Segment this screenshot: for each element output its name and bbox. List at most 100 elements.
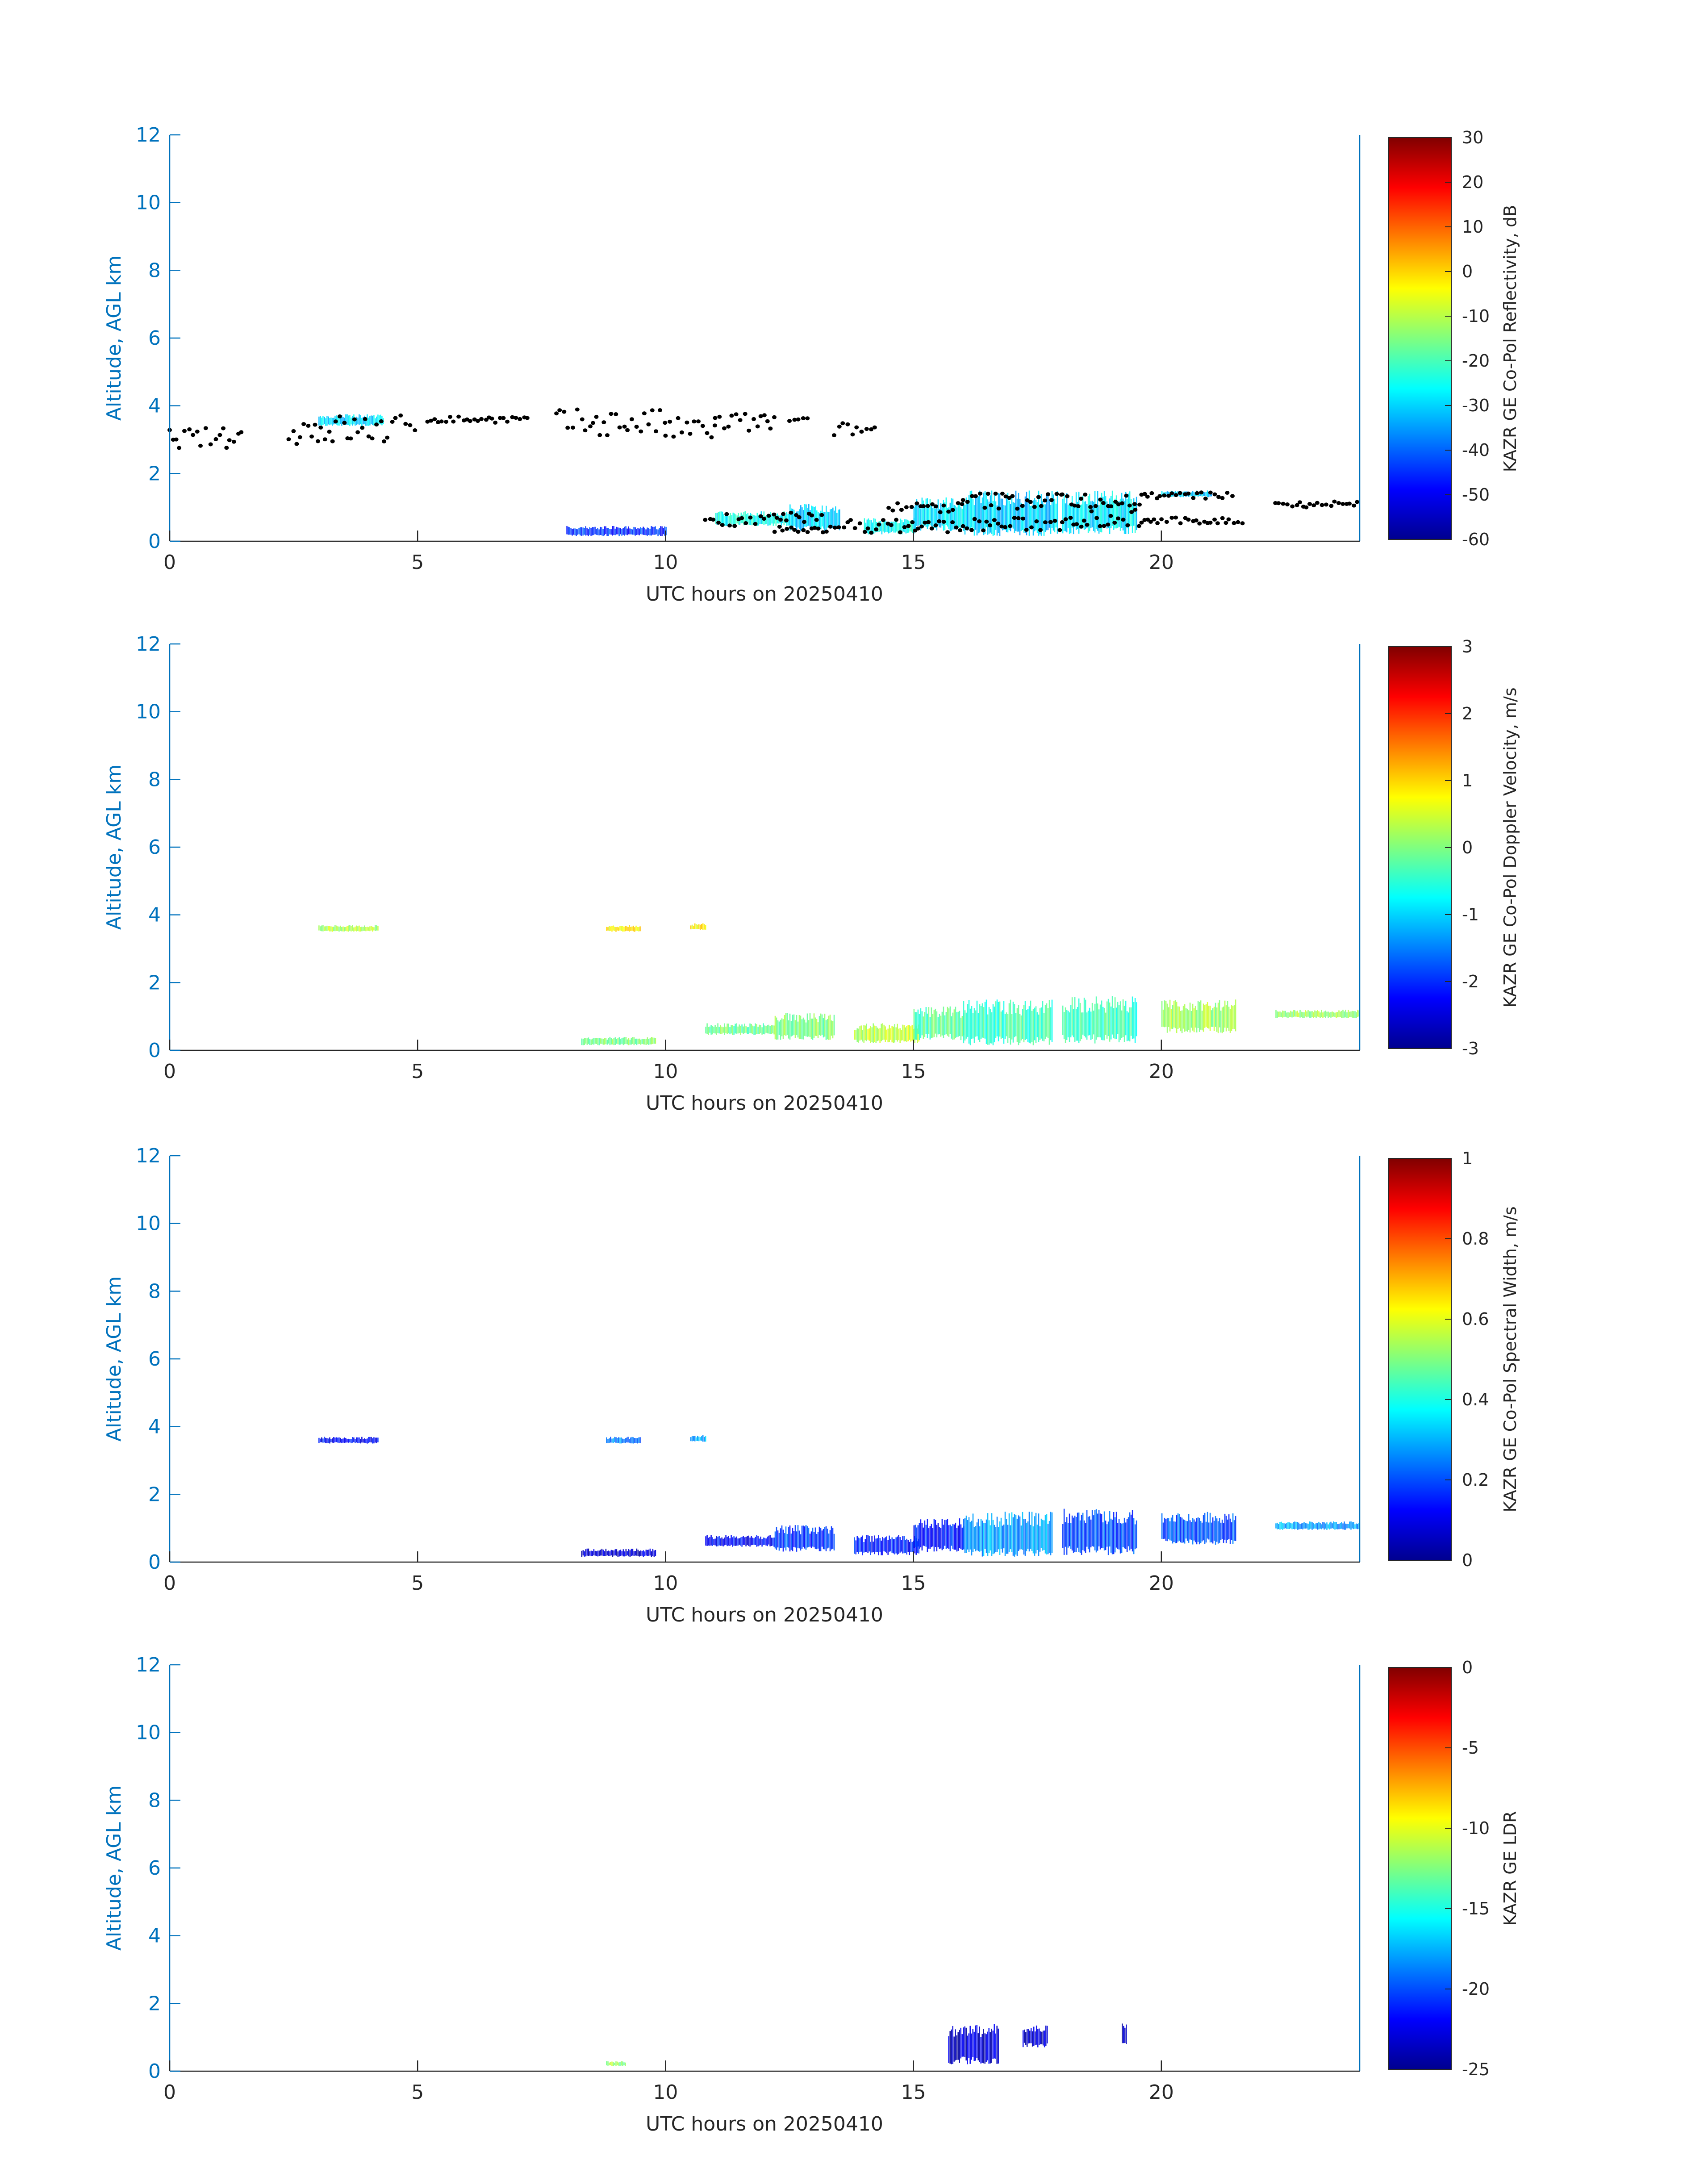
echo-streak xyxy=(920,508,922,531)
echo-streak xyxy=(1177,1006,1179,1029)
echo-streak xyxy=(1357,1524,1358,1529)
echo-streak xyxy=(708,1538,709,1546)
cloud-boundary-point xyxy=(671,435,676,439)
echo-streak xyxy=(643,526,644,535)
echo-streak xyxy=(998,1002,999,1041)
echo-streak xyxy=(731,1025,732,1034)
echo-streak xyxy=(1115,1007,1117,1039)
echo-streak xyxy=(1119,1523,1121,1554)
echo-streak xyxy=(640,1039,642,1045)
echo-streak xyxy=(610,529,612,535)
echo-streak xyxy=(710,1025,712,1035)
echo-streak xyxy=(1209,1006,1211,1031)
echo-streak xyxy=(881,523,883,535)
echo-streak xyxy=(1094,491,1096,533)
echo-streak xyxy=(1110,1006,1112,1040)
echo-streak xyxy=(605,1038,607,1045)
echo-streak xyxy=(1200,1000,1202,1030)
cloud-boundary-point xyxy=(306,423,311,428)
echo-streak xyxy=(1123,2026,1124,2043)
colorbar-tick-label: -5 xyxy=(1462,1738,1479,1758)
echo-streak xyxy=(805,1525,807,1550)
echo-streak xyxy=(624,1551,626,1557)
echo-streak xyxy=(648,1550,650,1556)
echo-streak xyxy=(1055,503,1057,528)
echo-streak xyxy=(1010,504,1011,531)
echo-streak xyxy=(1125,1000,1127,1036)
echo-streak xyxy=(628,1549,630,1557)
echo-streak xyxy=(1075,1009,1077,1041)
echo-streak xyxy=(781,1525,783,1548)
echo-streak xyxy=(744,511,746,523)
echo-streak xyxy=(1090,1519,1092,1548)
echo-streak xyxy=(1091,1003,1093,1039)
echo-streak xyxy=(998,2028,999,2064)
echo-streak xyxy=(341,415,342,426)
echo-streak xyxy=(1314,1524,1315,1529)
echo-streak xyxy=(1165,1001,1167,1027)
echo-streak xyxy=(1342,1010,1344,1018)
echo-streak xyxy=(737,1538,739,1546)
echo-streak xyxy=(834,510,835,527)
echo-streak xyxy=(1161,1001,1163,1027)
echo-streak xyxy=(604,1038,606,1045)
echo-streak xyxy=(968,1000,970,1044)
echo-streak xyxy=(1044,2031,1045,2047)
cloud-boundary-point xyxy=(1194,518,1199,522)
echo-streak xyxy=(739,1024,740,1033)
echo-streak xyxy=(1180,1011,1182,1032)
echo-streak xyxy=(375,925,376,931)
echo-streak xyxy=(357,926,359,931)
echo-streak xyxy=(1317,1010,1318,1017)
echo-streak xyxy=(1350,1521,1352,1530)
echo-streak xyxy=(1126,1011,1128,1041)
cloud-boundary-point xyxy=(1203,497,1208,501)
echo-streak xyxy=(769,1535,771,1546)
echo-streak xyxy=(1103,1007,1105,1040)
echo-streak xyxy=(1181,493,1183,497)
cloud-boundary-point xyxy=(1212,518,1217,522)
cloud-boundary-point xyxy=(1311,503,1316,508)
cloud-boundary-point xyxy=(1307,502,1312,506)
cloud-boundary-point xyxy=(1186,491,1191,496)
echo-streak xyxy=(1029,2031,1031,2043)
echo-streak xyxy=(1018,493,1019,532)
echo-streak xyxy=(788,1020,789,1039)
echo-streak xyxy=(864,1539,866,1552)
echo-streak xyxy=(586,1038,588,1045)
echo-streak xyxy=(1301,1011,1302,1017)
cloud-boundary-point xyxy=(726,424,731,429)
echo-streak xyxy=(1317,1523,1318,1530)
echo-streak xyxy=(927,498,928,529)
echo-streak xyxy=(629,925,630,932)
cloud-boundary-point xyxy=(712,423,717,428)
echo-streak xyxy=(1019,1014,1021,1043)
echo-streak xyxy=(1004,505,1006,530)
echo-streak xyxy=(916,1527,918,1548)
echo-streak xyxy=(1182,1006,1184,1029)
echo-streak xyxy=(1289,1522,1290,1529)
cloud-boundary-point xyxy=(819,513,824,517)
echo-streak xyxy=(341,927,342,932)
cloud-boundary-point xyxy=(518,417,522,421)
colorbar-ticks: -25-20-15-10-50 xyxy=(1445,1658,1490,2079)
echo-streak xyxy=(1117,1523,1119,1549)
echo-streak xyxy=(1052,494,1054,531)
echo-streak xyxy=(637,1438,638,1444)
y-tick-label: 8 xyxy=(148,768,161,791)
echo-streak xyxy=(1130,1514,1132,1549)
echo-streak xyxy=(736,1023,737,1034)
cloud-boundary-point xyxy=(634,425,639,429)
cloud-boundary-point xyxy=(614,412,618,416)
echo-streak xyxy=(1010,999,1011,1045)
echo-streak xyxy=(333,927,334,932)
echo-streak xyxy=(1281,1521,1282,1529)
echo-streak xyxy=(367,414,368,426)
echo-streak xyxy=(743,1026,744,1034)
echo-streak xyxy=(1233,1005,1235,1029)
cloud-boundary-point xyxy=(1079,497,1084,501)
echo-streak xyxy=(1136,1520,1137,1549)
echo-streak xyxy=(767,1536,768,1546)
echo-streak xyxy=(1073,505,1074,535)
